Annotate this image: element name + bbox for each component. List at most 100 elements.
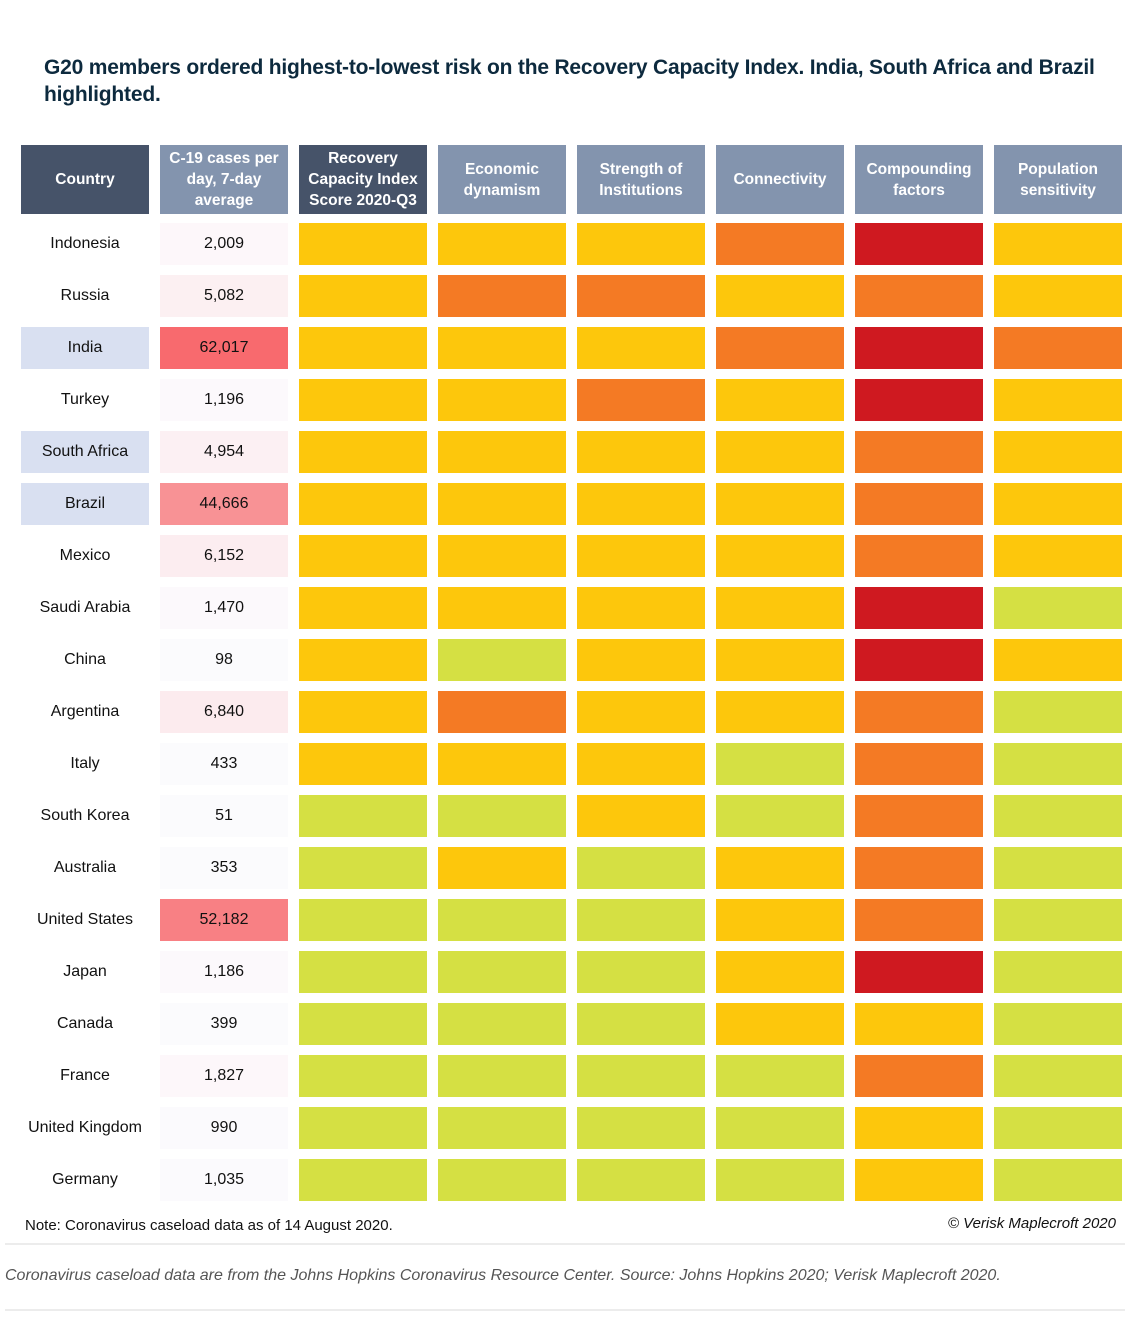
country-cell: Argentina: [50, 703, 120, 720]
risk-cell-lime: [577, 951, 705, 993]
country-cell: Mexico: [59, 547, 111, 564]
risk-cell-amber: [994, 431, 1122, 473]
risk-cell-lime: [994, 795, 1122, 837]
risk-cell-amber: [577, 691, 705, 733]
risk-cell-amber: [577, 535, 705, 577]
column-header: Connectivity: [716, 145, 844, 214]
risk-cell-amber: [716, 1003, 844, 1045]
table-row: Russia 5,082: [21, 275, 1130, 317]
risk-cell-lime: [577, 1159, 705, 1201]
risk-cell-lime: [577, 1003, 705, 1045]
risk-cell-lime: [577, 899, 705, 941]
risk-cell-amber: [577, 327, 705, 369]
risk-cell-lime: [994, 743, 1122, 785]
column-header: Economic dynamism: [438, 145, 566, 214]
risk-cell-amber: [855, 1003, 983, 1045]
table-row: Argentina 6,840: [21, 691, 1130, 733]
risk-cell-amber: [299, 587, 427, 629]
table-row: France 1,827: [21, 1055, 1130, 1097]
risk-cell-lime: [299, 1055, 427, 1097]
risk-cell-amber: [855, 1159, 983, 1201]
risk-cell-amber: [994, 223, 1122, 265]
risk-cell-orange: [716, 327, 844, 369]
risk-cell-amber: [716, 535, 844, 577]
risk-cell-lime: [716, 1055, 844, 1097]
footnote: Note: Coronavirus caseload data as of 14…: [25, 1217, 393, 1234]
column-header: C-19 cases per day, 7-day average: [160, 145, 288, 214]
risk-cell-amber: [438, 327, 566, 369]
cases-cell: 353: [160, 847, 288, 889]
table-row: Indonesia 2,009: [21, 223, 1130, 265]
risk-cell-lime: [716, 743, 844, 785]
cases-cell: 1,827: [160, 1055, 288, 1097]
divider: [5, 1309, 1125, 1311]
risk-cell-amber: [716, 379, 844, 421]
country-cell: Japan: [63, 963, 107, 980]
cases-cell: 2,009: [160, 223, 288, 265]
risk-cell-orange: [438, 275, 566, 317]
country-cell: Brazil: [21, 483, 149, 525]
cases-cell: 433: [160, 743, 288, 785]
risk-cell-orange: [855, 535, 983, 577]
country-cell: United States: [36, 911, 134, 928]
column-header: Recovery Capacity Index Score 2020-Q3: [299, 145, 427, 214]
country-cell: Germany: [52, 1171, 118, 1188]
cases-cell: 399: [160, 1003, 288, 1045]
table-row: Turkey 1,196: [21, 379, 1130, 421]
risk-cell-lime: [299, 1003, 427, 1045]
risk-cell-amber: [994, 535, 1122, 577]
risk-cell-amber: [994, 639, 1122, 681]
risk-cell-amber: [299, 535, 427, 577]
risk-cell-orange: [855, 743, 983, 785]
risk-cell-amber: [577, 483, 705, 525]
risk-cell-lime: [716, 795, 844, 837]
table-row: South Africa 4,954: [21, 431, 1130, 473]
risk-cell-amber: [438, 743, 566, 785]
country-cell: Turkey: [60, 391, 110, 408]
table-row: Italy 433: [21, 743, 1130, 785]
country-cell: South Africa: [21, 431, 149, 473]
country-cell: South Korea: [40, 807, 130, 824]
cases-cell: 1,035: [160, 1159, 288, 1201]
risk-cell-lime: [299, 1107, 427, 1149]
risk-cell-orange: [855, 691, 983, 733]
risk-cell-orange: [855, 795, 983, 837]
risk-cell-orange: [716, 223, 844, 265]
risk-cell-amber: [716, 847, 844, 889]
risk-cell-lime: [438, 795, 566, 837]
risk-cell-lime: [438, 951, 566, 993]
risk-cell-amber: [438, 379, 566, 421]
country-cell: Indonesia: [50, 235, 120, 252]
risk-cell-lime: [299, 847, 427, 889]
column-header: Country: [21, 145, 149, 214]
risk-cell-amber: [716, 639, 844, 681]
risk-cell-orange: [577, 379, 705, 421]
risk-cell-red: [855, 587, 983, 629]
risk-cell-lime: [299, 951, 427, 993]
source-caption: Coronavirus caseload data are from the J…: [5, 1267, 1001, 1284]
risk-cell-red: [855, 223, 983, 265]
risk-cell-lime: [994, 1055, 1122, 1097]
risk-cell-amber: [577, 743, 705, 785]
risk-cell-amber: [438, 223, 566, 265]
table-row: United Kingdom 990: [21, 1107, 1130, 1149]
chart-title: G20 members ordered highest-to-lowest ri…: [44, 56, 1095, 106]
cases-cell: 51: [160, 795, 288, 837]
table-row: Brazil 44,666: [21, 483, 1130, 525]
risk-cell-lime: [299, 899, 427, 941]
table-row: Saudi Arabia 1,470: [21, 587, 1130, 629]
risk-cell-amber: [716, 951, 844, 993]
risk-cell-amber: [438, 587, 566, 629]
risk-cell-lime: [438, 899, 566, 941]
risk-cell-lime: [994, 1003, 1122, 1045]
risk-cell-lime: [577, 1107, 705, 1149]
country-cell: India: [21, 327, 149, 369]
risk-cell-amber: [577, 587, 705, 629]
risk-cell-orange: [994, 327, 1122, 369]
risk-cell-amber: [994, 275, 1122, 317]
risk-cell-amber: [299, 639, 427, 681]
column-header: Strength of Institutions: [577, 145, 705, 214]
country-cell: United Kingdom: [28, 1119, 142, 1136]
risk-cell-amber: [438, 847, 566, 889]
copyright: © Verisk Maplecroft 2020: [947, 1215, 1116, 1232]
